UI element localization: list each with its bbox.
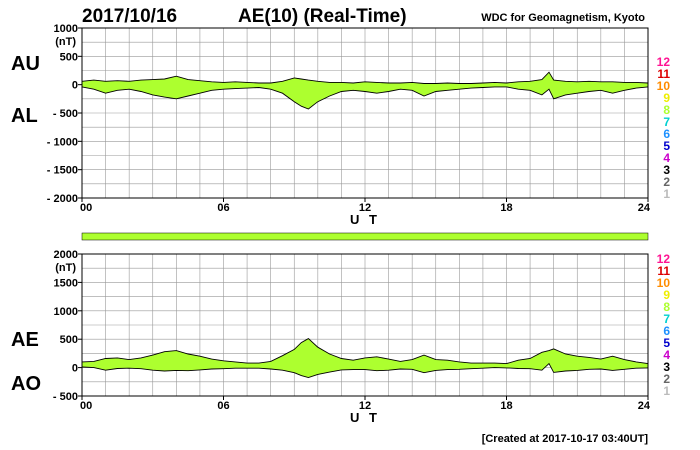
au-al-station-count-label: 7 (663, 115, 670, 129)
ae-ao-x-tick-label: 24 (638, 400, 651, 412)
au-al-y-tick-label: 0 (72, 80, 78, 92)
au-al-x-tick-label: 12 (359, 202, 371, 214)
au-al-x-tick-label: 18 (500, 202, 512, 214)
ae-ao-x-tick-label: 06 (217, 400, 229, 412)
figure-title: AE(10) (Real-Time) (238, 6, 407, 27)
data-coverage-bar (81, 232, 649, 241)
au-al-station-count-label: 5 (663, 139, 670, 153)
au-al-upper-label: AU (11, 53, 40, 75)
ae-ao-station-count-label: 12 (657, 252, 671, 266)
au-al-panel: 1000 500 0 - 500 - 1000 - 1500 - 2000 (nT) 00 06 1… (11, 23, 670, 227)
au-al-al-series-line (81, 86, 649, 110)
ae-ao-station-count-label: 6 (663, 324, 670, 338)
au-al-station-count-label: 2 (663, 175, 670, 189)
ae-ao-ae-series-line (81, 338, 649, 365)
ae-ao-station-count-label: 7 (663, 312, 670, 326)
ae-ao-x-tick-label: 00 (80, 400, 92, 412)
au-al-au-series-line (81, 71, 649, 84)
ae-ao-y-tick-label: 500 (60, 334, 78, 346)
ae-ao-x-tick-label: 18 (500, 400, 512, 412)
ae-ao-station-count-label: 5 (663, 336, 670, 350)
au-al-x-tick-label: 00 (80, 202, 92, 214)
ae-ao-y-tick-label: 1000 (54, 306, 78, 318)
au-al-station-count-label: 1 (663, 187, 670, 201)
ae-ao-station-count-label: 1 (663, 384, 670, 398)
ae-ao-station-count-label: 10 (657, 276, 671, 290)
au-al-station-count-label: 9 (663, 91, 670, 105)
ae-ao-station-count-label: 4 (663, 348, 670, 362)
created-timestamp: [Created at 2017-10-17 03:40UT] (482, 433, 649, 445)
figure-date: 2017/10/16 (82, 6, 177, 27)
ae-ao-y-tick-label: 1500 (54, 277, 78, 289)
au-al-station-count-label: 8 (663, 103, 670, 117)
ae-ao-lower-label: AO (11, 373, 41, 395)
ae-ao-y-tick-label: 2000 (54, 249, 78, 261)
ae-ao-y-tick-label: 0 (72, 363, 78, 375)
ae-ao-station-count-label: 3 (663, 360, 670, 374)
ae-ao-station-count-label: 9 (663, 288, 670, 302)
au-al-x-tick-label: 24 (638, 202, 651, 214)
data-source: WDC for Geomagnetism, Kyoto (481, 12, 645, 24)
au-al-station-count-label: 6 (663, 127, 670, 141)
ae-ao-upper-label: AE (11, 329, 39, 351)
au-al-station-count-label: 4 (663, 151, 670, 165)
au-al-x-axis-label: U T (350, 212, 380, 227)
au-al-lower-label: AL (11, 105, 38, 127)
ae-ao-station-count-label: 11 (657, 264, 670, 278)
au-al-station-count-label: 12 (657, 55, 671, 69)
au-al-y-tick-label: 500 (60, 51, 78, 63)
au-al-y-tick-label: 1000 (54, 23, 78, 35)
ae-ao-x-axis-label: U T (350, 410, 380, 425)
au-al-x-tick-label: 06 (217, 202, 229, 214)
au-al-fill-area (82, 72, 648, 109)
ae-ao-station-count-label: 8 (663, 300, 670, 314)
au-al-y-tick-label: - 1500 (47, 165, 78, 177)
au-al-y-tick-label: - 2000 (47, 193, 78, 205)
ae-ao-ao-series-line (81, 362, 649, 378)
au-al-y-tick-label: - 500 (53, 108, 78, 120)
ae-ao-station-count-label: 2 (663, 372, 670, 386)
ae-ao-x-tick-label: 12 (359, 400, 371, 412)
au-al-station-count-label: 11 (657, 67, 670, 81)
ae-ao-y-tick-label: - 500 (53, 391, 78, 403)
au-al-unit-label: (nT) (55, 36, 76, 48)
au-al-y-tick-label: - 1000 (47, 136, 78, 148)
au-al-station-count-label: 10 (657, 79, 671, 93)
au-al-station-count-label: 3 (663, 163, 670, 177)
ae-ao-unit-label: (nT) (55, 262, 76, 274)
